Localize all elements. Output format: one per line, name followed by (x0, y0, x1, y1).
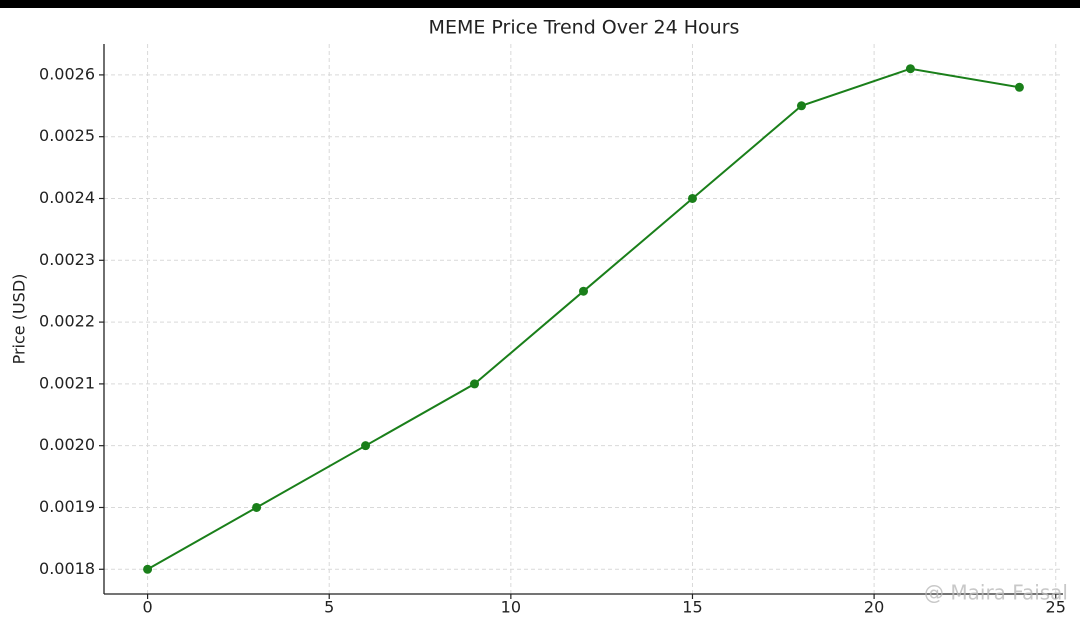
point (361, 441, 371, 451)
point (579, 286, 588, 296)
y-axis-label: Price (USD) (10, 274, 29, 365)
x-tick-label: 20 (864, 598, 884, 617)
y-tick-label: 0.0022 (39, 312, 95, 331)
line (147, 67, 1020, 571)
y-tick-label: 0.0019 (39, 497, 95, 516)
y-tick-label: 0.0023 (39, 250, 95, 269)
watermark: @ Maira Faisal (924, 581, 1068, 605)
x-tick-label: 15 (682, 598, 702, 617)
top-bar (0, 0, 1080, 8)
y-tick-label: 0.0021 (39, 373, 95, 392)
chart-title: MEME Price Trend Over 24 Hours (429, 17, 740, 39)
point (143, 564, 153, 574)
point (687, 193, 697, 203)
y-tick-label: 0.0025 (39, 126, 95, 145)
point (796, 101, 806, 111)
point (470, 379, 480, 389)
y-tick-label: 0.0018 (39, 559, 95, 578)
x-tick-label: 25 (1046, 598, 1066, 617)
y-tick-label: 0.0026 (39, 64, 95, 83)
y-tick-label: 0.0020 (39, 435, 95, 454)
x-tick-label: 5 (324, 598, 334, 617)
point (252, 502, 262, 512)
x-tick-label: 10 (501, 598, 521, 617)
point (1014, 82, 1024, 92)
point (905, 64, 915, 74)
y-tick-label: 0.0024 (39, 188, 95, 207)
x-tick-label: 0 (142, 598, 152, 617)
